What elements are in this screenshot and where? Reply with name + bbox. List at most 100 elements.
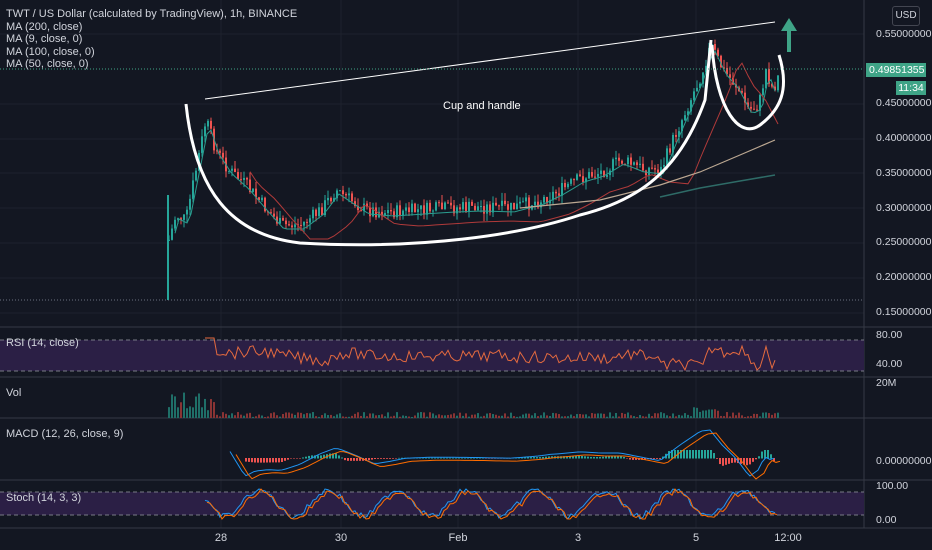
candle-body xyxy=(606,175,608,177)
candle-body xyxy=(774,86,776,91)
volume-label[interactable]: Vol xyxy=(6,387,22,399)
candle-body xyxy=(615,157,617,160)
macd-hist-bar xyxy=(311,455,313,459)
macd-hist-bar xyxy=(296,458,298,459)
signal-line xyxy=(235,432,781,480)
candle-body xyxy=(663,164,665,167)
macd-hist-bar xyxy=(674,450,676,459)
macd-hist-bar xyxy=(317,455,319,459)
stoch-label[interactable]: Stoch (14, 3, 3) xyxy=(6,492,82,504)
candle-body xyxy=(261,197,263,201)
macd-hist-bar xyxy=(425,457,427,459)
volume-bar xyxy=(534,413,536,418)
macd-hist-bar xyxy=(395,458,397,459)
ma200-legend[interactable]: MA (200, close) xyxy=(6,20,83,33)
symbol-title[interactable]: TWT / US Dollar (calculated by TradingVi… xyxy=(6,8,298,20)
candle-body xyxy=(555,191,557,194)
macd-hist-bar xyxy=(764,450,766,459)
volume-bar xyxy=(693,407,695,418)
volume-bar xyxy=(327,415,329,418)
volume-bar xyxy=(720,415,722,418)
macd-hist-bar xyxy=(689,450,691,459)
candle-body xyxy=(375,207,377,218)
volume-bar xyxy=(588,416,590,418)
volume-bar xyxy=(432,413,434,418)
volume-bar xyxy=(288,412,290,418)
candle-body xyxy=(519,201,521,204)
volume-bar xyxy=(180,402,182,418)
candle-body xyxy=(489,204,491,213)
volume-bar xyxy=(366,416,368,418)
volume-bar xyxy=(219,416,221,418)
candle-body xyxy=(276,216,278,224)
volume-bar xyxy=(615,412,617,418)
candle-body xyxy=(678,131,680,137)
volume-bar xyxy=(672,413,674,418)
volume-bar xyxy=(456,415,458,418)
candle-body xyxy=(465,202,467,212)
macd-hist-bar xyxy=(773,458,775,462)
candle-body xyxy=(357,205,359,211)
macd-hist-bar xyxy=(350,458,352,461)
macd-label[interactable]: MACD (12, 26, close, 9) xyxy=(6,428,124,440)
volume-bar xyxy=(420,412,422,418)
candle-body xyxy=(396,205,398,218)
candle-body xyxy=(651,167,653,169)
candle-body xyxy=(681,120,683,132)
volume-bar xyxy=(606,416,608,418)
candle-body xyxy=(570,179,572,184)
volume-bar xyxy=(483,415,485,418)
macd-hist-bar xyxy=(287,458,289,460)
candle-body xyxy=(348,193,350,196)
volume-bar xyxy=(609,412,611,418)
volume-bar xyxy=(429,412,431,418)
macd-hist-bar xyxy=(755,458,757,460)
volume-bar xyxy=(564,416,566,418)
candle-body xyxy=(636,162,638,165)
volume-bar xyxy=(264,416,266,418)
volume-bar xyxy=(696,407,698,418)
volume-bar xyxy=(240,414,242,418)
volume-bar xyxy=(762,412,764,418)
candle-body xyxy=(171,228,173,240)
macd-hist-bar xyxy=(332,453,334,459)
volume-bar xyxy=(504,413,506,418)
price-tick: 0.40000000 xyxy=(876,132,932,144)
candle-body xyxy=(744,92,746,103)
macd-hist-bar xyxy=(533,457,535,459)
candle-body xyxy=(318,207,320,216)
volume-bar xyxy=(378,415,380,418)
volume-bar xyxy=(648,413,650,418)
macd-hist-bar xyxy=(452,457,454,459)
volume-bar xyxy=(210,399,212,418)
volume-bar xyxy=(657,413,659,418)
volume-bar xyxy=(363,412,365,418)
candle-body xyxy=(654,168,656,170)
macd-hist-bar xyxy=(614,455,616,459)
candle-body xyxy=(195,170,197,181)
macd-hist-bar xyxy=(443,457,445,459)
volume-bar xyxy=(636,416,638,418)
currency-button[interactable]: USD xyxy=(892,6,920,26)
candle-body xyxy=(222,152,224,158)
pattern-annotation[interactable]: Cup and handle xyxy=(443,100,521,112)
candle-body xyxy=(726,67,728,75)
volume-bar xyxy=(468,416,470,418)
price-tick: 0.25000000 xyxy=(876,236,932,248)
volume-bar xyxy=(768,413,770,418)
macd-hist-bar xyxy=(596,456,598,459)
macd-hist-bar xyxy=(626,458,628,459)
ma50-legend[interactable]: MA (50, close, 0) xyxy=(6,58,89,71)
rsi-label[interactable]: RSI (14, close) xyxy=(6,337,79,349)
volume-bar xyxy=(195,396,197,418)
ma100-legend[interactable]: MA (100, close, 0) xyxy=(6,45,95,58)
macd-hist-bar xyxy=(308,455,310,459)
macd-hist-bar xyxy=(707,450,709,459)
candle-body xyxy=(612,159,614,171)
volume-bar xyxy=(645,416,647,418)
candle-body xyxy=(258,197,260,201)
ma9-legend[interactable]: MA (9, close, 0) xyxy=(6,33,83,46)
macd-hist-bar xyxy=(569,455,571,459)
macd-hist-bar xyxy=(353,458,355,461)
